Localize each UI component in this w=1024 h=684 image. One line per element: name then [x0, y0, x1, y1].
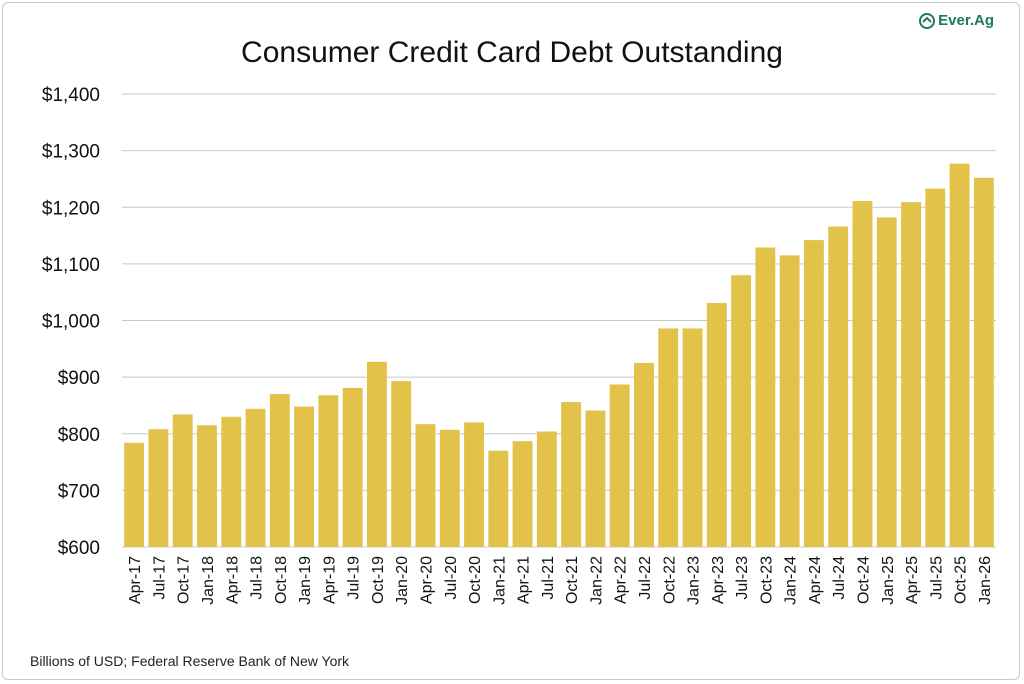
x-tick-label: Jul-23 — [734, 556, 751, 600]
bar — [488, 450, 509, 547]
x-tick-label: Apr-21 — [516, 556, 533, 604]
bar — [221, 416, 242, 547]
x-tick-label: Jan-26 — [977, 556, 994, 605]
x-tick-label: Jan-19 — [297, 556, 314, 605]
x-tick-label: Jan-22 — [588, 556, 605, 605]
bar — [658, 328, 679, 547]
logo-text: Ever.Ag — [938, 12, 994, 29]
bar — [706, 302, 727, 547]
x-tick-label: Oct-18 — [273, 556, 290, 604]
x-tick-label: Oct-21 — [564, 556, 581, 604]
x-tick-label: Jan-21 — [491, 556, 508, 605]
bar — [464, 422, 484, 547]
bar — [342, 387, 363, 547]
bar — [609, 384, 630, 547]
bar — [561, 402, 582, 547]
y-tick-label: $1,400 — [42, 85, 100, 106]
y-tick-label: $1,200 — [42, 198, 100, 219]
x-tick-label: Apr-25 — [904, 556, 921, 604]
x-tick-label: Apr-17 — [127, 556, 144, 604]
x-tick-label: Oct-23 — [758, 556, 775, 604]
x-tick-label: Jul-17 — [151, 556, 168, 600]
x-tick-label: Jul-25 — [928, 556, 945, 600]
source-caption: Billions of USD; Federal Reserve Bank of… — [30, 653, 350, 669]
bar — [536, 431, 557, 547]
bar — [852, 201, 873, 548]
bar — [148, 429, 169, 547]
brand-logo: Ever.Ag — [919, 12, 994, 29]
bar — [973, 177, 994, 547]
x-tick-label: Jul-19 — [346, 556, 363, 600]
bar — [172, 414, 193, 547]
chart-title: Consumer Credit Card Debt Outstanding — [241, 36, 783, 69]
y-tick-label: $1,000 — [42, 312, 100, 333]
bar — [245, 408, 266, 547]
bar — [925, 188, 946, 547]
bar — [366, 361, 387, 547]
x-tick-label: Apr-20 — [418, 556, 435, 604]
x-tick-label: Apr-18 — [224, 556, 241, 604]
x-tick-label: Oct-19 — [370, 556, 387, 604]
bar — [803, 240, 824, 547]
bar — [318, 395, 339, 547]
x-tick-label: Jul-21 — [540, 556, 557, 600]
everag-logo-icon — [919, 12, 936, 29]
y-axis-ticks: $600 $700 $800 $900 $1,000 $1,100 $1,200 $1,300… — [42, 85, 100, 559]
x-tick-label: Apr-19 — [321, 556, 338, 604]
bar — [755, 247, 776, 548]
bar — [439, 429, 460, 547]
x-tick-label: Oct-17 — [176, 556, 193, 604]
x-tick-label: Apr-22 — [613, 556, 630, 604]
x-tick-label: Jan-25 — [880, 556, 897, 605]
bar — [197, 425, 217, 547]
y-tick-label: $800 — [58, 425, 100, 446]
y-tick-label: $1,300 — [42, 142, 100, 163]
x-tick-label: Jan-20 — [394, 556, 411, 605]
x-tick-label: Jul-20 — [443, 556, 460, 600]
bar — [391, 381, 412, 547]
y-tick-label: $1,100 — [42, 255, 100, 276]
y-tick-label: $700 — [58, 481, 100, 502]
x-tick-label: Apr-24 — [807, 556, 824, 604]
x-tick-label: Oct-20 — [467, 556, 484, 604]
bar — [876, 217, 897, 547]
x-axis-ticks: Apr-17 Jul-17 Oct-17 Jan-18 Apr-18 Jul-18 Oct-… — [127, 556, 994, 605]
gridlines — [122, 93, 996, 548]
x-tick-label: Jul-24 — [831, 556, 848, 600]
bar — [269, 394, 290, 547]
bar — [124, 442, 145, 547]
x-tick-label: Apr-23 — [710, 556, 727, 604]
bar — [949, 163, 970, 547]
bar — [512, 441, 533, 547]
bar — [731, 275, 752, 547]
x-tick-label: Oct-24 — [855, 556, 872, 604]
x-tick-label: Jan-24 — [783, 556, 800, 605]
x-tick-label: Jul-22 — [637, 556, 654, 600]
bars — [124, 163, 994, 548]
bar — [682, 328, 703, 547]
bar — [585, 410, 606, 547]
x-tick-label: Jan-18 — [200, 556, 217, 605]
bar — [634, 362, 654, 547]
bar — [415, 424, 436, 547]
bar — [901, 202, 921, 547]
y-tick-label: $600 — [58, 538, 100, 559]
y-tick-label: $900 — [58, 368, 100, 389]
bar — [779, 255, 800, 547]
x-tick-label: Jan-23 — [686, 556, 703, 605]
x-tick-label: Jul-18 — [249, 556, 266, 600]
x-tick-label: Oct-25 — [953, 556, 970, 604]
x-tick-label: Oct-22 — [661, 556, 678, 604]
bar — [828, 226, 849, 547]
bar — [294, 406, 315, 547]
